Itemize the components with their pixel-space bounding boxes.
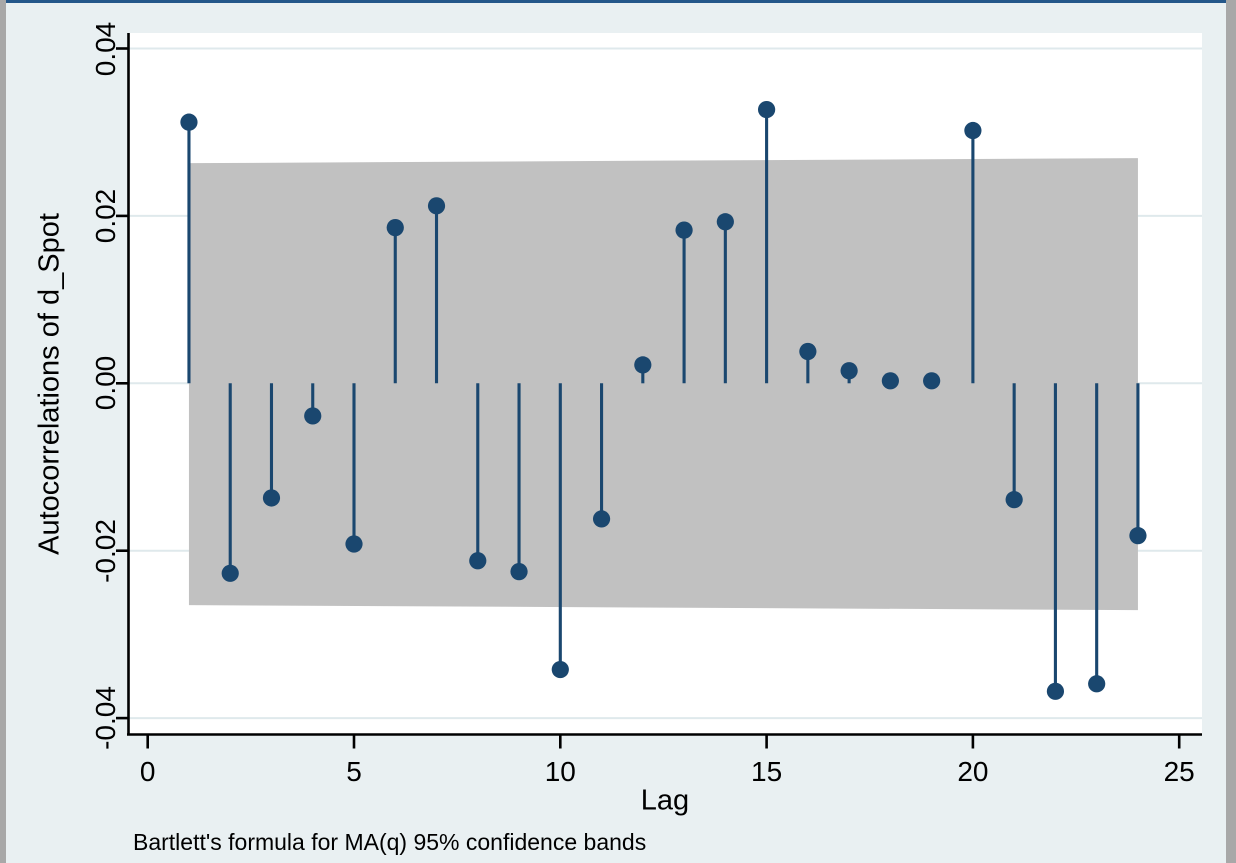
acf-marker	[180, 113, 198, 131]
y-tick-label: 0.04	[90, 21, 121, 76]
acf-marker	[840, 362, 858, 380]
x-tick-label: 25	[1163, 756, 1195, 787]
x-axis-title: Lag	[640, 784, 690, 817]
acf-marker	[427, 197, 446, 215]
y-tick-label: -0.04	[90, 686, 121, 751]
x-tick-label: 5	[346, 756, 362, 787]
acf-marker	[716, 213, 734, 231]
acf-marker	[881, 372, 899, 390]
acf-marker	[469, 552, 487, 570]
acf-marker	[221, 564, 239, 582]
x-tick-label: 15	[751, 756, 783, 787]
acf-marker	[345, 535, 363, 553]
acf-marker	[634, 356, 652, 374]
x-tick-label: 20	[957, 756, 989, 787]
window-left-edge	[0, 0, 6, 863]
acf-marker	[1005, 491, 1023, 509]
acf-marker	[304, 407, 322, 425]
y-axis-title: Autocorrelations of d_Spot	[33, 213, 66, 555]
acf-marker	[1088, 675, 1106, 693]
acf-marker	[964, 121, 982, 140]
y-tick-label: 0.00	[90, 356, 121, 411]
acf-marker	[592, 510, 611, 528]
confidence-band	[188, 158, 1138, 611]
acf-marker	[675, 221, 693, 239]
acf-marker	[923, 372, 941, 390]
acf-marker	[758, 101, 776, 119]
y-tick-label: 0.02	[90, 188, 121, 244]
acf-marker	[386, 219, 404, 237]
window-right-edge	[1226, 0, 1236, 863]
acf-marker	[510, 563, 528, 581]
x-tick-label: 0	[139, 756, 156, 787]
acf-marker	[799, 342, 817, 361]
chart-note: Bartlett's formula for MA(q) 95% confide…	[133, 829, 647, 855]
window-top-border	[0, 0, 1236, 3]
acf-marker	[1129, 527, 1147, 545]
acf-marker	[1046, 682, 1065, 700]
y-tick-label: -0.02	[90, 518, 121, 583]
acf-marker	[262, 489, 281, 507]
x-tick-label: 10	[544, 756, 576, 787]
acf-marker	[551, 660, 569, 679]
